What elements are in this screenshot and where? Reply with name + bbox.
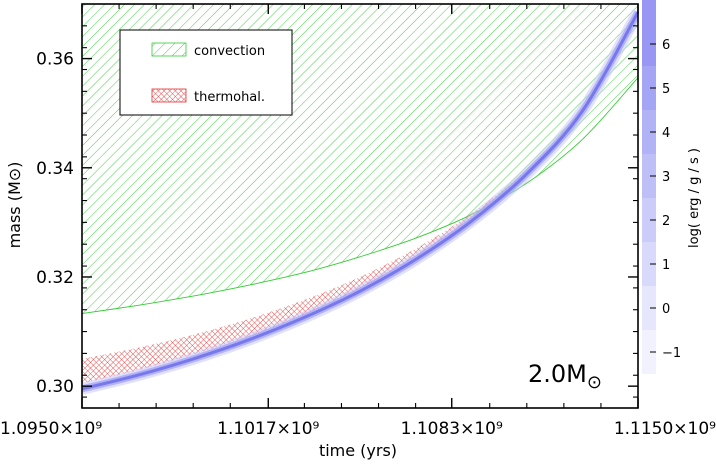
- legend-swatch-convection: [151, 42, 187, 57]
- legend-label-thermohaline: thermohal.: [194, 90, 265, 105]
- colorbar-tick-label: 6: [662, 38, 670, 53]
- colorbar-segment: [642, 0, 656, 66]
- legend: convection thermohal.: [119, 29, 293, 116]
- colorbar-tick-label: 3: [662, 170, 670, 185]
- colorbar: −1 0 1 2 3 4 5 6: [642, 0, 681, 374]
- convection-boundary: [82, 77, 638, 315]
- colorbar-tick-label: 0: [662, 302, 670, 317]
- x-axis: 1.0950×10⁹ 1.1017×10⁹ 1.1083×10⁹ 1.1150×10⁹: [0, 4, 716, 439]
- colorbar-tick-label: 1: [662, 258, 670, 273]
- sun-symbol: ⊙: [5, 168, 24, 181]
- y-axis-title: mass (M⊙): [5, 162, 24, 249]
- colorbar-segment: [642, 330, 656, 374]
- colorbar-segment: [642, 110, 656, 154]
- colorbar-segment: [642, 286, 656, 330]
- plot-frame: [81, 3, 639, 409]
- colorbar-tick-label: 5: [662, 82, 670, 97]
- y-tick-label: 0.36: [36, 50, 74, 70]
- x-tick-label: 1.1150×10⁹: [614, 419, 716, 439]
- colorbar-tick-label: −1: [662, 346, 681, 361]
- legend-swatch-thermohaline: [151, 88, 187, 103]
- colorbar-tick-label: 2: [662, 214, 670, 229]
- x-tick-label: 1.1017×10⁹: [217, 419, 319, 439]
- mass-annotation-main: 2.0M: [528, 360, 587, 388]
- y-axis-title-main: mass (M: [5, 181, 24, 248]
- y-tick-label: 0.30: [36, 377, 74, 397]
- y-axis-title-close: ): [5, 162, 24, 168]
- y-axis: 0.30 0.32 0.34 0.36: [36, 25, 638, 398]
- energy-band-core: [82, 11, 638, 391]
- colorbar-segment: [642, 66, 656, 110]
- colorbar-segment: [642, 242, 656, 286]
- colorbar-segment: [642, 154, 656, 198]
- y-tick-label: 0.34: [36, 159, 74, 179]
- x-tick-label: 1.0950×10⁹: [0, 419, 102, 439]
- legend-label-convection: convection: [194, 44, 265, 59]
- x-axis-title: time (yrs): [319, 441, 397, 460]
- legend-box: [119, 29, 293, 116]
- mass-annotation-sun-symbol: ⊙: [587, 372, 602, 393]
- colorbar-segment: [642, 198, 656, 242]
- colorbar-tick-label: 4: [662, 126, 670, 141]
- y-tick-label: 0.32: [36, 268, 74, 288]
- colorbar-title: log( erg / g / s ): [687, 148, 702, 248]
- mass-annotation: 2.0M⊙: [528, 360, 602, 393]
- x-tick-label: 1.1083×10⁹: [401, 419, 503, 439]
